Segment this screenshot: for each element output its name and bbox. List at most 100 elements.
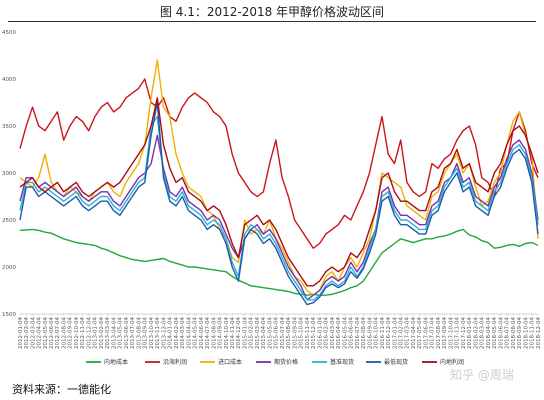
x-tick-label: 2013-09-04	[143, 317, 149, 349]
series-line	[19, 115, 539, 301]
x-tick-label: 2013-01-04	[93, 317, 99, 349]
x-tick-label: 2016-08-04	[361, 317, 367, 349]
x-tick-label: 2017-04-04	[411, 317, 417, 349]
legend-label: 期货价格	[274, 358, 298, 366]
series-line	[19, 228, 539, 296]
x-tick-label: 2017-12-04	[461, 317, 467, 349]
x-tick-label: 2016-06-04	[349, 317, 355, 349]
x-tick-label: 2013-07-04	[130, 317, 136, 349]
title-divider	[8, 21, 536, 22]
legend-label: 基准现货	[330, 358, 354, 366]
x-tick-label: 2015-10-04	[299, 317, 305, 349]
watermark: 知乎 @周瑞	[450, 368, 514, 382]
x-tick-label: 2018-08-04	[511, 317, 517, 349]
x-tick-label: 2018-01-04	[467, 317, 473, 349]
x-tick-label: 2015-01-04	[242, 317, 248, 349]
series-line	[19, 101, 539, 306]
x-tick-label: 2015-07-04	[280, 317, 286, 349]
x-tick-label: 2017-02-04	[398, 317, 404, 349]
x-tick-label: 2015-04-04	[261, 317, 267, 349]
x-tick-label: 2016-10-04	[374, 317, 380, 349]
x-tick-label: 2014-04-04	[186, 317, 192, 349]
source-note: 资料来源：一德能化	[12, 383, 111, 396]
x-tick-label: 2018-05-04	[492, 317, 498, 349]
x-tick-label: 2015-06-04	[274, 317, 280, 349]
x-tick-label: 2016-01-04	[317, 317, 323, 349]
x-tick-label: 2018-07-04	[505, 317, 511, 349]
x-tick-label: 2016-09-04	[367, 317, 373, 349]
x-tick-label: 2018-09-04	[517, 317, 523, 349]
x-tick-label: 2012-04-04	[37, 317, 43, 349]
x-tick-label: 2018-06-04	[498, 317, 504, 349]
x-tick-label: 2013-10-04	[149, 317, 155, 349]
x-tick-label: 2016-11-04	[380, 317, 386, 349]
x-tick-label: 2017-06-04	[423, 317, 429, 349]
x-tick-label: 2013-03-04	[105, 317, 111, 349]
x-tick-label: 2012-06-04	[49, 317, 55, 349]
legend-label: 内地利润	[440, 358, 464, 366]
legend-label: 进口成本	[218, 358, 242, 366]
x-tick-label: 2018-10-04	[523, 317, 529, 349]
x-tick-label: 2013-04-04	[111, 317, 117, 349]
x-tick-label: 2012-09-04	[68, 317, 74, 349]
x-tick-label: 2015-08-04	[286, 317, 292, 349]
x-tick-label: 2013-11-04	[155, 317, 161, 349]
x-tick-label: 2017-09-04	[442, 317, 448, 349]
x-tick-label: 2012-11-04	[80, 317, 86, 349]
x-tick-label: 2014-12-04	[236, 317, 242, 349]
x-tick-label: 2018-04-04	[486, 317, 492, 349]
x-tick-label: 2014-08-04	[211, 317, 217, 349]
y-tick-label: 4500	[2, 30, 16, 36]
y-tick-label: 1500	[2, 312, 16, 318]
x-tick-label: 2013-08-04	[136, 317, 142, 349]
x-tick-label: 2018-12-04	[536, 317, 542, 349]
x-tick-label: 2018-03-04	[480, 317, 486, 349]
x-tick-label: 2018-11-04	[530, 317, 536, 349]
x-tick-label: 2016-05-04	[342, 317, 348, 349]
x-tick-label: 2015-03-04	[255, 317, 261, 349]
x-tick-label: 2012-10-04	[74, 317, 80, 349]
x-tick-label: 2017-07-04	[430, 317, 436, 349]
x-tick-label: 2014-11-04	[230, 317, 236, 349]
y-tick-label: 4000	[2, 77, 16, 83]
x-tick-label: 2016-03-04	[330, 317, 336, 349]
x-tick-label: 2015-12-04	[311, 317, 317, 349]
x-tick-label: 2012-01-04	[18, 317, 24, 349]
x-tick-label: 2012-03-04	[30, 317, 36, 349]
x-tick-label: 2014-07-04	[205, 317, 211, 349]
x-tick-label: 2013-06-04	[124, 317, 130, 349]
x-tick-label: 2012-07-04	[55, 317, 61, 349]
line-chart: 1500 2000 2500 3000 3500 4000 4500 2012-01-04 20…	[2, 30, 542, 366]
x-tick-label: 2015-02-04	[249, 317, 255, 349]
x-tick-label: 2014-09-04	[218, 317, 224, 349]
y-tick-label: 2500	[2, 218, 16, 224]
x-tick-label: 2017-01-04	[392, 317, 398, 349]
x-tick-label: 2015-11-04	[305, 317, 311, 349]
x-tick-label: 2014-10-04	[224, 317, 230, 349]
x-tick-label: 2015-05-04	[267, 317, 273, 349]
chart-axes: 1500 2000 2500 3000 3500 4000 4500 2012-01-04 20…	[2, 30, 542, 349]
x-tick-label: 2014-02-04	[174, 317, 180, 349]
x-tick-label: 2017-03-04	[405, 317, 411, 349]
legend-label: 内地成本	[104, 358, 128, 366]
y-tick-label: 3500	[2, 124, 16, 130]
y-tick-label: 2000	[2, 265, 16, 271]
x-tick-label: 2014-05-04	[193, 317, 199, 349]
x-tick-label: 2017-10-04	[448, 317, 454, 349]
x-tick-label: 2014-03-04	[180, 317, 186, 349]
x-tick-label: 2017-11-04	[455, 317, 461, 349]
x-tick-label: 2016-02-04	[324, 317, 330, 349]
x-tick-label: 2013-02-04	[99, 317, 105, 349]
chart-legend: 内地成本 沿海利润 进口成本 期货价格 基准现货 最低现货 内地利润	[86, 358, 464, 366]
series-layer	[19, 59, 539, 306]
x-tick-label: 2014-01-04	[168, 317, 174, 349]
x-tick-label: 2016-12-04	[386, 317, 392, 349]
series-line	[19, 97, 539, 287]
x-tick-label: 2016-07-04	[355, 317, 361, 349]
x-tick-label: 2013-12-04	[161, 317, 167, 349]
x-tick-label: 2014-06-04	[199, 317, 205, 349]
x-tick-label: 2012-12-04	[86, 317, 92, 349]
y-tick-label: 3000	[2, 171, 16, 177]
x-tick-label: 2018-02-04	[473, 317, 479, 349]
series-line	[19, 78, 539, 249]
